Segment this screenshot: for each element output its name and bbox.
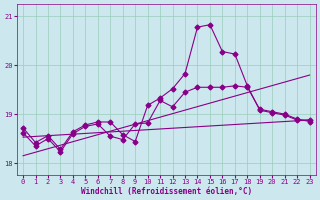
X-axis label: Windchill (Refroidissement éolien,°C): Windchill (Refroidissement éolien,°C) (81, 187, 252, 196)
